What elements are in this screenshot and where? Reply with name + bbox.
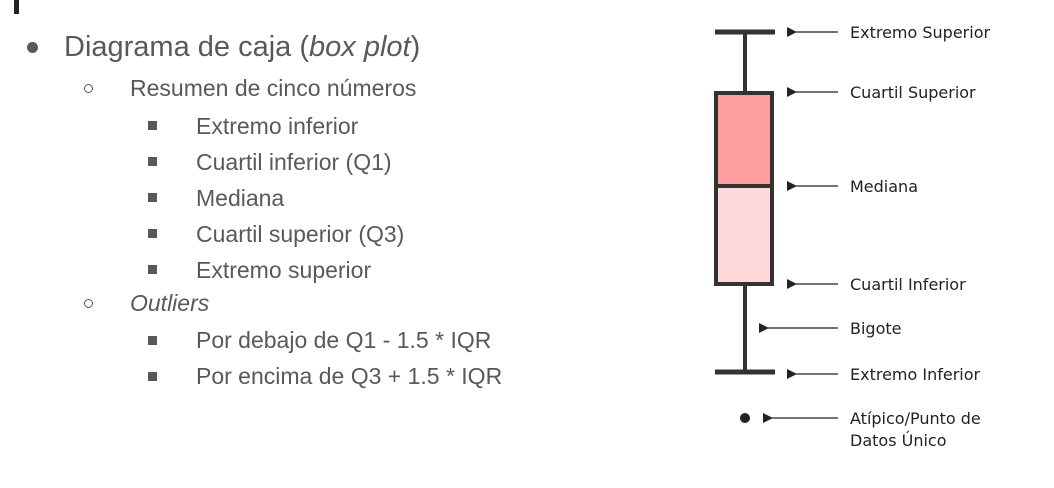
label-upper-extreme: Extremo Superior — [850, 23, 990, 42]
outlier-item: Por encima de Q3 + 1.5 * IQR — [196, 363, 503, 389]
label-median: Mediana — [850, 177, 918, 196]
bullet-square-icon — [148, 372, 157, 381]
bullet-square-icon — [148, 121, 157, 130]
summary-item: Cuartil superior (Q3) — [196, 221, 405, 247]
outlier-point — [740, 413, 750, 423]
label-whisker: Bigote — [850, 319, 901, 338]
bullet-square-icon — [148, 157, 157, 166]
outline-text: Diagrama de caja (box plot) Resumen de c… — [27, 31, 503, 389]
heading-prefix: Diagrama de caja ( — [64, 31, 309, 63]
bullet-dot-icon — [27, 42, 38, 53]
heading-italic: box plot — [309, 31, 411, 63]
box-plot-heading: Diagrama de caja (box plot) — [64, 31, 420, 64]
five-number-summary-label: Resumen de cinco números — [130, 75, 417, 101]
bullet-ring-icon — [84, 84, 93, 93]
bullet-square-icon — [148, 265, 157, 274]
slide-edge-mark — [14, 0, 19, 14]
outliers-italic: Outliers — [130, 290, 210, 316]
summary-item: Mediana — [196, 185, 285, 211]
outlier-item: Por debajo de Q1 - 1.5 * IQR — [196, 327, 492, 353]
label-lower-extreme: Extremo Inferior — [850, 365, 981, 384]
summary-item: Extremo inferior — [196, 113, 359, 139]
bullet-ring-icon — [84, 299, 93, 308]
heading-suffix: ) — [410, 31, 421, 63]
bullet-square-icon — [148, 336, 157, 345]
summary-item: Cuartil inferior (Q1) — [196, 149, 392, 175]
label-upper-quartile: Cuartil Superior — [850, 83, 976, 102]
label-outlier-line2: Datos Único — [850, 431, 947, 450]
label-outlier-line1: Atípico/Punto de — [850, 409, 981, 428]
label-lower-quartile: Cuartil Inferior — [850, 275, 966, 294]
bullet-square-icon — [148, 229, 157, 238]
outliers-label: Outliers — [130, 290, 209, 317]
summary-item: Extremo superior — [196, 257, 372, 283]
upper-quartile-box — [714, 91, 774, 188]
bullet-square-icon — [148, 193, 157, 202]
lower-quartile-box — [714, 184, 774, 286]
